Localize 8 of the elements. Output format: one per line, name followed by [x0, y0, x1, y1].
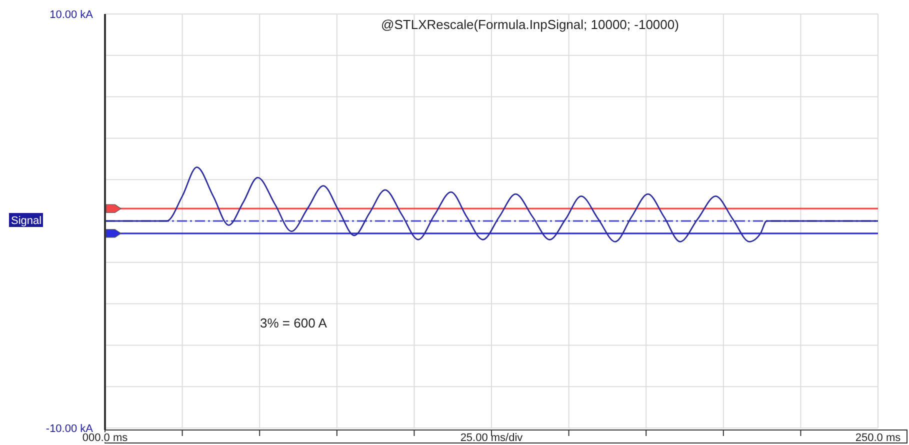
x-axis-title: 25.00 ms/div	[460, 432, 524, 444]
y-tick-label: 10.00 kA	[50, 9, 94, 21]
x-tick-label: 250.0 ms	[855, 432, 902, 444]
y-tick-label: -10.00 kA	[46, 423, 94, 435]
chart-title: @STLXRescale(Formula.InpSignal; 10000; -10000)	[381, 17, 679, 32]
annotation: 3% = 600 A	[260, 315, 328, 330]
line-series	[104, 166, 879, 242]
y-axis-title: Signal	[11, 215, 42, 227]
